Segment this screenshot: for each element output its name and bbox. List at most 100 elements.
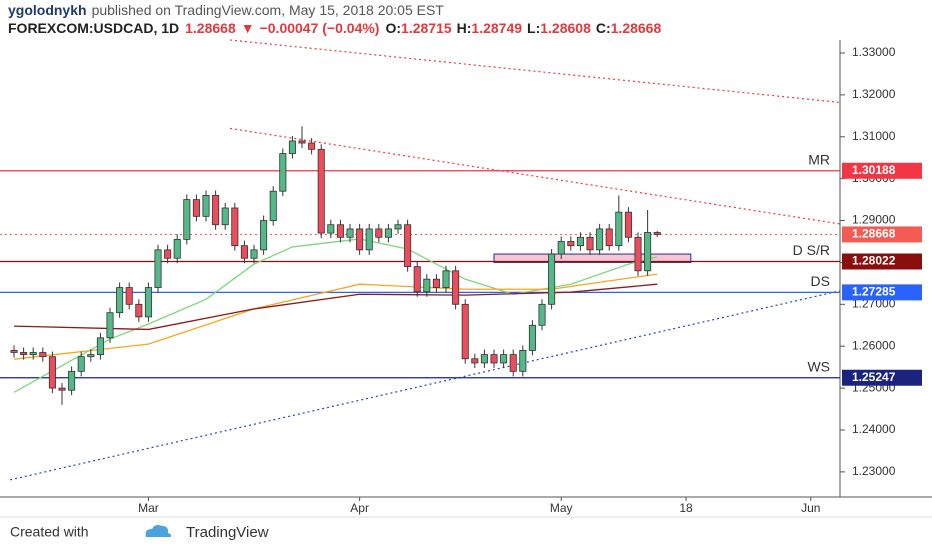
level-label: DS [811,273,830,289]
author: ygolodnykh [8,2,87,18]
candle-body [442,270,450,288]
candle-body [212,195,220,226]
x-tick-label: 18 [679,501,693,515]
y-tick-label: 1.26000 [852,338,896,352]
low-value: 1.28608 [540,20,591,36]
candle-body [404,224,412,268]
candle-body [135,303,143,318]
candle-body [490,354,498,364]
candle-body [164,249,172,259]
candle-body [432,278,440,288]
candle-body [87,354,95,358]
candle-body [500,354,508,364]
candle-body [68,370,76,391]
y-tick-label: 1.29000 [852,213,896,227]
trendline [229,39,840,104]
candle-body [471,358,479,364]
candle-body [288,140,296,154]
candle-body [480,354,488,364]
last-price: 1.28668 [185,20,236,36]
candle-body [77,356,85,372]
candle-body [336,224,344,238]
open-label: O: [385,20,401,36]
candle-body [250,249,258,259]
x-tick-label: Jun [801,501,820,515]
level-label: WS [807,358,830,374]
candle-body [586,236,594,251]
candle-body [394,224,402,230]
close-label: C: [596,20,611,36]
candle-body [605,228,613,247]
candle-body [221,207,229,226]
candle-body [461,303,469,360]
header-line-1: ygolodnykh published on TradingView.com, … [8,2,444,18]
last-price-tag [842,226,922,243]
candle-body [423,278,431,293]
candle-body [509,354,517,372]
candle-body [317,148,325,234]
candle-body [356,228,364,251]
y-tick-label: 1.31000 [852,129,896,143]
candle-body [644,232,652,272]
candle-body [624,211,632,238]
candle-body [452,270,460,305]
candle-body [615,211,623,247]
level-tag-label: 1.30188 [852,163,896,177]
y-tick-label: 1.33000 [852,45,896,59]
direction: ▼ [241,20,255,36]
candle-body [154,249,162,288]
candle-body [519,349,527,372]
brand-logo [145,525,172,537]
candle-body [413,266,421,293]
candle-body [365,228,373,251]
candle-body [20,352,28,355]
candle-body [653,232,661,235]
candle-body [231,207,239,247]
close-value: 1.28668 [611,20,662,36]
level-tag [842,369,922,386]
candle-body [538,303,546,326]
level-label: MR [808,151,830,167]
published: published on TradingView.com, May 15, 20… [92,2,445,18]
moving-average [13,273,658,360]
candle-body [260,220,268,251]
candle-body [58,387,66,391]
footer-text: Created with [10,524,89,540]
candle-body [202,195,210,217]
candle-body [548,253,556,305]
high-value: 1.28749 [471,20,522,36]
candle-body [106,312,114,339]
x-tick-label: May [550,501,573,515]
trendline [10,290,840,481]
candle-body [567,241,575,247]
candle-body [279,153,287,192]
zone [493,253,692,263]
last-price-tag-label: 1.28668 [852,227,896,241]
candle-body [116,287,124,314]
candle-body [125,287,133,305]
moving-average [13,283,658,331]
candle-body [173,238,181,259]
level-tag-label: 1.25247 [852,370,896,384]
y-tick-label: 1.23000 [852,464,896,478]
y-tick-label: 1.24000 [852,422,896,436]
x-tick-label: Mar [138,501,159,515]
open-value: 1.28715 [401,20,452,36]
level-tag [842,284,922,301]
level-label: D S/R [793,242,830,258]
candle-body [557,241,565,255]
candle-body [298,140,306,144]
low-label: L: [527,20,540,36]
candle-body [144,287,152,318]
level-tag-label: 1.27285 [852,285,896,299]
candle-body [327,224,335,234]
candle-body [183,199,191,240]
x-tick-label: Apr [350,501,369,515]
symbol: FOREXCOM:USDCAD, 1D [8,20,179,36]
brand-text: TradingView [186,524,269,541]
candle-body [10,349,18,353]
candle-body [269,190,277,221]
candle-body [96,337,104,355]
candle-body [576,236,584,247]
